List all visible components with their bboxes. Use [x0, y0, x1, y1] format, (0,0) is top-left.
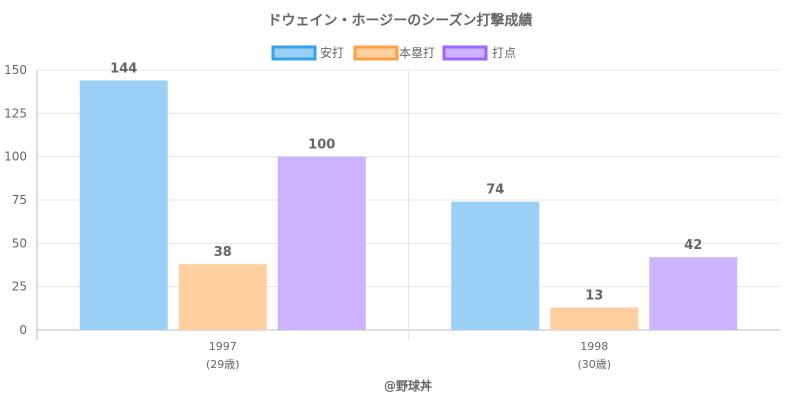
- legend-swatch: [271, 45, 317, 61]
- x-tick-sublabel: (30歳): [577, 358, 611, 371]
- legend-label: 安打: [320, 45, 344, 60]
- x-tick-label: 1998: [580, 340, 608, 353]
- footer-credit: @野球丼: [384, 378, 432, 393]
- bar-value-label: 100: [308, 138, 335, 153]
- bar: [79, 80, 168, 331]
- chart-title: ドウェイン・ホージーのシーズン打撃成績: [267, 12, 532, 29]
- bar-value-label: 74: [486, 183, 504, 198]
- bar: [277, 156, 366, 330]
- x-tick-label: 1997: [209, 340, 237, 353]
- y-tick-label: 150: [4, 63, 27, 77]
- y-axis: 0 25 50 75 100 125 150: [4, 63, 27, 337]
- y-tick-label: 125: [4, 106, 27, 120]
- bar-value-label: 38: [214, 245, 232, 260]
- value-labels: 144 38 100 74 13 42: [110, 61, 702, 303]
- legend-swatch: [353, 45, 399, 61]
- y-tick-label: 50: [12, 236, 27, 250]
- bar-value-label: 144: [110, 61, 137, 76]
- x-axis: 1997 (29歳) 1998 (30歳): [206, 340, 611, 371]
- bar: [451, 201, 540, 330]
- y-tick-label: 100: [4, 150, 27, 164]
- x-tick-sublabel: (29歳): [206, 358, 240, 371]
- legend-swatch: [442, 45, 488, 61]
- bars: [79, 80, 738, 331]
- y-tick-label: 75: [12, 193, 27, 207]
- bar-value-label: 42: [684, 238, 702, 253]
- bar: [178, 264, 267, 330]
- legend-label: 打点: [492, 46, 516, 60]
- legend-label: 本塁打: [399, 46, 435, 60]
- legend: 安打 本塁打 打点: [271, 45, 516, 61]
- y-tick-label: 0: [19, 323, 27, 337]
- bar: [550, 307, 639, 330]
- y-tick-label: 25: [12, 280, 27, 294]
- bar-value-label: 13: [585, 288, 603, 303]
- bar: [649, 257, 738, 330]
